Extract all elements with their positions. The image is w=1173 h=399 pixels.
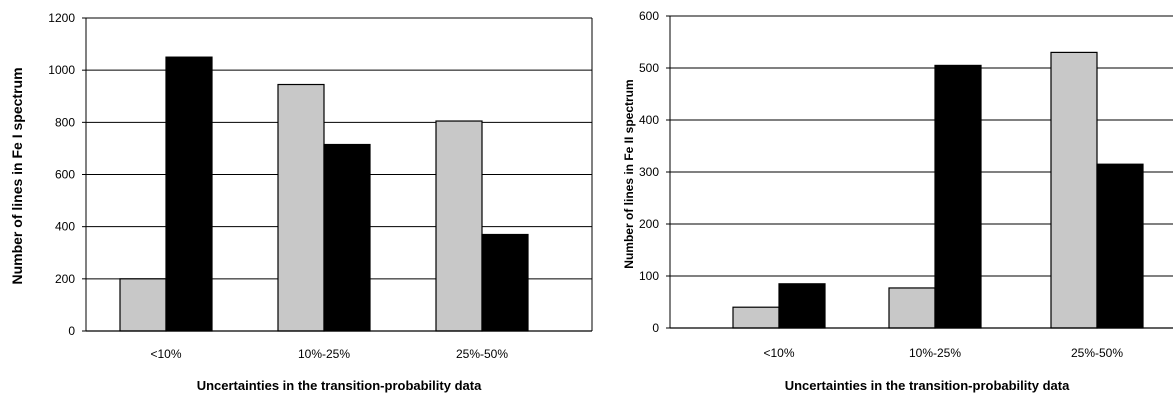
- fe1-y-tick-label: 0: [68, 324, 75, 338]
- fe1-y-tick-label: 800: [55, 115, 75, 129]
- fe2-bar-series-1-1: [888, 287, 936, 329]
- fe2-y-tick-label: 600: [639, 9, 659, 23]
- fe2-x-axis-label: Uncertainties in the transition-probabil…: [785, 378, 1070, 393]
- fe2-y-tick-label: 400: [639, 113, 659, 127]
- fe2-y-tick-label: 500: [639, 61, 659, 75]
- fe2-y-tick-label: 0: [652, 321, 659, 335]
- fe1-y-tick-label: 1000: [48, 63, 75, 77]
- fe2-x-tick-label: 25%-50%: [1071, 346, 1123, 360]
- fe2-bar-series-2-0: [778, 283, 826, 329]
- fe2-chart: Uncertainties in the transition-probabil…: [622, 9, 1173, 393]
- fe1-bar-series-1-2: [435, 120, 483, 332]
- fe1-x-axis-label: Uncertainties in the transition-probabil…: [197, 378, 482, 393]
- fe1-bar-series-2-2: [481, 233, 529, 332]
- fe1-y-tick-label: 400: [55, 220, 75, 234]
- fe1-bar-series-1-0: [119, 278, 167, 332]
- fe1-x-tick-label: 25%-50%: [456, 347, 508, 361]
- fe1-bar-series-2-1: [323, 143, 371, 332]
- fe1-chart: Uncertainties in the transition-probabil…: [9, 11, 593, 393]
- fe1-y-tick-label: 200: [55, 272, 75, 286]
- fe2-bar-series-1-0: [732, 306, 780, 329]
- fe2-y-tick-label: 100: [639, 269, 659, 283]
- fe1-y-axis-label: Number of lines in Fe I spectrum: [9, 67, 25, 284]
- fe1-bar-series-1-1: [277, 83, 325, 332]
- fe2-bar-series-2-1: [934, 64, 982, 329]
- fe2-y-axis-label: Number of lines in Fe II spectrum: [622, 79, 636, 268]
- fe2-x-tick-label: <10%: [763, 346, 794, 360]
- fe1-x-tick-label: 10%-25%: [298, 347, 350, 361]
- fe2-bar-series-2-2: [1096, 163, 1144, 329]
- fe1-bar-series-2-0: [165, 56, 213, 332]
- fe1-y-tick-label: 1200: [48, 11, 75, 25]
- fe1-y-tick-label: 600: [55, 168, 75, 182]
- fe2-y-tick-label: 200: [639, 217, 659, 231]
- fe2-x-tick-label: 10%-25%: [909, 346, 961, 360]
- fe2-bar-series-1-2: [1050, 51, 1098, 329]
- fe1-x-tick-label: <10%: [150, 347, 181, 361]
- fe2-y-tick-label: 300: [639, 165, 659, 179]
